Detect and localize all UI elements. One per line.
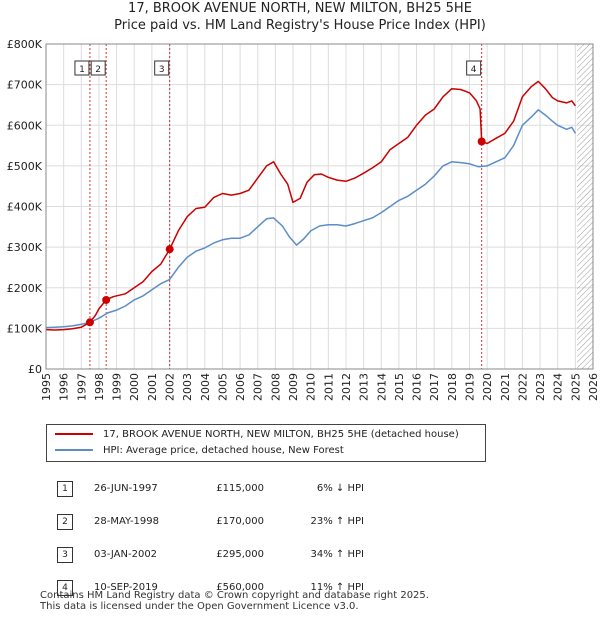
sale-label-text: 2 <box>95 65 101 75</box>
x-tick-label: 2016 <box>411 373 424 401</box>
grid-layer <box>46 44 593 369</box>
sale-price: £115,000 <box>184 472 264 505</box>
table-row: 3 03-JAN-2002 £295,000 34% ↑ HPI <box>40 538 364 571</box>
x-tick-label: 2002 <box>164 373 177 401</box>
x-tick-label: 2023 <box>534 373 547 401</box>
sale-label-box: 3 <box>155 61 169 75</box>
sale-price: £170,000 <box>184 505 264 538</box>
x-tick-label: 2005 <box>216 373 229 401</box>
sale-date: 26-JUN-1997 <box>90 472 184 505</box>
sale-number-badge: 1 <box>57 481 73 497</box>
x-tick-label: 2024 <box>552 373 565 401</box>
y-tick-label: £200K <box>7 282 43 295</box>
sale-point <box>102 296 110 304</box>
x-tick-label: 2001 <box>146 373 159 401</box>
y-tick-label: £400K <box>7 201 43 214</box>
footer-licence: This data is licensed under the Open Gov… <box>40 601 429 612</box>
x-tick-label: 2013 <box>358 373 371 401</box>
x-tick-label: 2015 <box>393 373 406 401</box>
sale-label-text: 4 <box>471 65 477 75</box>
sale-price: £295,000 <box>184 538 264 571</box>
x-tick-label: 1995 <box>40 373 53 401</box>
sale-date: 28-MAY-1998 <box>90 505 184 538</box>
x-tick-label: 2014 <box>375 373 388 401</box>
sale-point <box>478 138 486 146</box>
y-tick-label: £100K <box>7 322 43 335</box>
y-tick-label: £800K <box>7 38 43 51</box>
legend-item-property: 17, BROOK AVENUE NORTH, NEW MILTON, BH25… <box>55 428 459 442</box>
x-tick-label: 2009 <box>287 373 300 401</box>
sale-hpi-diff: 34% ↑ HPI <box>264 538 364 571</box>
footer-copyright: Contains HM Land Registry data © Crown c… <box>40 590 429 601</box>
footer: Contains HM Land Registry data © Crown c… <box>40 590 429 612</box>
x-tick-label: 2003 <box>181 373 194 401</box>
y-tick-label: £500K <box>7 160 43 173</box>
x-tick-label: 2025 <box>569 373 582 401</box>
sale-number-badge: 2 <box>57 514 73 530</box>
legend-item-hpi: HPI: Average price, detached house, New … <box>55 444 344 458</box>
sale-date: 03-JAN-2002 <box>90 538 184 571</box>
sale-point <box>166 245 174 253</box>
y-tick-label: £600K <box>7 119 43 132</box>
x-tick-label: 2008 <box>269 373 282 401</box>
x-tick-label: 2004 <box>199 373 212 401</box>
x-tick-label: 2017 <box>428 373 441 401</box>
sale-label-box: 1 <box>75 61 89 75</box>
legend-property-swatch <box>55 433 93 435</box>
table-row: 2 28-MAY-1998 £170,000 23% ↑ HPI <box>40 505 364 538</box>
sale-hpi-diff: 6% ↓ HPI <box>264 472 364 505</box>
y-tick-label: £300K <box>7 241 43 254</box>
x-tick-label: 2022 <box>516 373 529 401</box>
sale-point <box>86 318 94 326</box>
x-tick-label: 2007 <box>252 373 265 401</box>
legend: 17, BROOK AVENUE NORTH, NEW MILTON, BH25… <box>46 424 486 462</box>
table-row: 1 26-JUN-1997 £115,000 6% ↓ HPI <box>40 472 364 505</box>
sale-hpi-diff: 23% ↑ HPI <box>264 505 364 538</box>
future-hatch-layer <box>577 44 593 369</box>
x-tick-label: 1998 <box>93 373 106 401</box>
future-hatch-region <box>577 44 593 369</box>
sale-number-badge: 3 <box>57 547 73 563</box>
legend-property-label: 17, BROOK AVENUE NORTH, NEW MILTON, BH25… <box>103 429 459 440</box>
sales-table: 1 26-JUN-1997 £115,000 6% ↓ HPI 2 28-MAY… <box>40 472 364 604</box>
x-tick-label: 2026 <box>587 373 600 401</box>
sale-label-text: 3 <box>159 65 165 75</box>
x-tick-label: 2006 <box>234 373 247 401</box>
x-tick-label: 2000 <box>128 373 141 401</box>
legend-hpi-label: HPI: Average price, detached house, New … <box>103 445 344 456</box>
x-tick-label: 1997 <box>75 373 88 401</box>
x-tick-label: 2018 <box>446 373 459 401</box>
x-tick-label: 2019 <box>463 373 476 401</box>
sale-label-box: 4 <box>467 61 481 75</box>
y-tick-label: £700K <box>7 79 43 92</box>
x-tick-label: 1999 <box>111 373 124 401</box>
x-tick-label: 2020 <box>481 373 494 401</box>
x-tick-label: 2021 <box>499 373 512 401</box>
x-tick-label: 2010 <box>305 373 318 401</box>
sale-label-box: 2 <box>91 61 105 75</box>
legend-hpi-swatch <box>55 449 93 451</box>
x-tick-label: 2011 <box>322 373 335 401</box>
x-tick-label: 1996 <box>58 373 71 401</box>
sale-label-text: 1 <box>79 65 85 75</box>
x-tick-label: 2012 <box>340 373 353 401</box>
